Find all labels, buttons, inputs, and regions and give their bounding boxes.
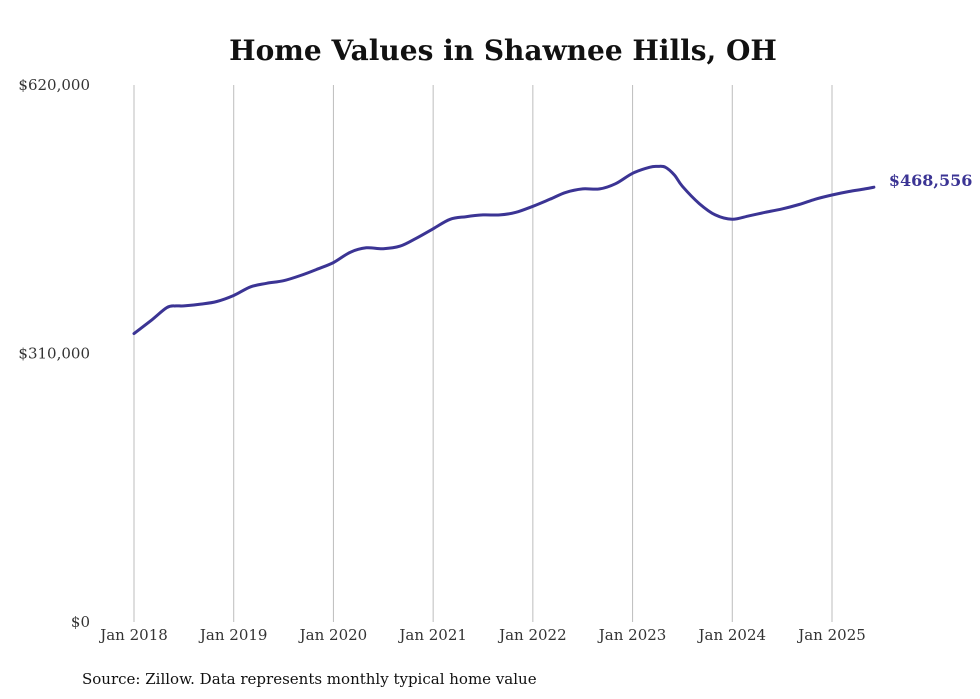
- source-note: Source: Zillow. Data represents monthly …: [82, 670, 537, 688]
- x-tick-label: Jan 2022: [497, 626, 567, 644]
- end-value-label: $468,556: [889, 171, 973, 190]
- y-axis: $0 $310,000 $620,000: [18, 76, 90, 631]
- x-tick-label: Jan 2020: [298, 626, 368, 644]
- x-tick-label: Jan 2024: [697, 626, 767, 644]
- x-tick-label: Jan 2023: [597, 626, 667, 644]
- grid: [133, 85, 833, 622]
- chart-title: Home Values in Shawnee Hills, OH: [229, 34, 777, 67]
- series-line: [132, 164, 876, 336]
- y-tick-label: $0: [71, 613, 90, 631]
- x-tick-label: Jan 2025: [796, 626, 866, 644]
- series-layer: [132, 164, 876, 336]
- x-tick-label: Jan 2021: [397, 626, 467, 644]
- y-tick-label: $310,000: [18, 345, 90, 363]
- x-tick-label: Jan 2018: [98, 626, 168, 644]
- x-axis: Jan 2018 Jan 2019 Jan 2020 Jan 2021 Jan 2022…: [98, 626, 866, 644]
- x-tick-label: Jan 2019: [198, 626, 268, 644]
- y-tick-label: $620,000: [18, 76, 90, 94]
